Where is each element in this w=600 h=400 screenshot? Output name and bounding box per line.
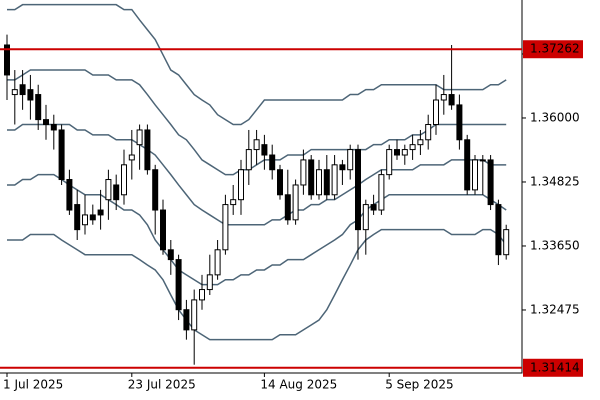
candle-body	[27, 89, 34, 101]
level-label: 1.31414	[530, 360, 580, 374]
candle-body	[238, 169, 244, 201]
candle-body	[230, 199, 237, 206]
y-tick-label: 1.32475	[530, 302, 580, 316]
band-line	[7, 123, 507, 226]
candle-body	[261, 144, 268, 156]
candle-body	[292, 184, 299, 221]
candle-body	[74, 204, 81, 231]
candle-body	[495, 204, 502, 256]
level-label-box	[523, 358, 583, 377]
candle-body	[43, 119, 49, 126]
candle-body	[487, 159, 494, 206]
candle-body	[284, 194, 291, 221]
candle-body	[472, 159, 478, 191]
x-tick-label: 1 Jul 2025	[3, 378, 63, 392]
candle-body	[136, 129, 143, 146]
level-label-box	[523, 40, 583, 59]
candle-body	[105, 179, 112, 201]
band-line	[7, 3, 507, 126]
candle-body	[35, 94, 42, 121]
y-tick-label: 1.36000	[530, 110, 580, 124]
candle-body	[245, 149, 252, 171]
candle-body	[503, 229, 510, 256]
candle-body	[4, 44, 10, 76]
candle-body	[199, 289, 205, 301]
candle-body	[425, 124, 432, 141]
candle-body	[355, 149, 361, 231]
band-line	[7, 228, 507, 341]
candle-body	[433, 99, 439, 126]
candle-body	[456, 104, 463, 141]
plot-frame	[0, 0, 523, 374]
candle-body	[253, 139, 260, 151]
candle-body	[409, 144, 416, 151]
band-line	[7, 69, 507, 176]
candle-body	[152, 169, 159, 211]
candle-body	[479, 159, 486, 162]
candle-body	[300, 159, 307, 186]
candle-body	[339, 164, 346, 171]
candle-body	[417, 139, 424, 146]
candle-body	[113, 184, 120, 201]
candle-body	[214, 249, 221, 276]
candle-body	[128, 154, 135, 161]
candle-body	[378, 174, 385, 211]
candle-body	[308, 159, 315, 196]
candle-body	[347, 149, 354, 171]
candle-body	[175, 259, 182, 311]
candle-body	[222, 204, 229, 251]
candle-body	[58, 129, 65, 181]
candle-body	[448, 94, 455, 106]
candle-body	[97, 209, 104, 216]
candle-body	[11, 89, 18, 96]
candle-body	[89, 214, 96, 221]
candle-body	[191, 299, 198, 331]
y-tick-label: 1.33650	[530, 238, 580, 252]
candle-body	[316, 169, 322, 196]
candle-body	[440, 94, 447, 101]
candle-body	[277, 169, 283, 196]
level-label: 1.37262	[530, 42, 580, 56]
x-tick-label: 5 Sep 2025	[385, 378, 453, 392]
y-tick-label: 1.34825	[530, 174, 580, 188]
candle-body	[144, 129, 151, 171]
candle-body	[370, 204, 377, 211]
candle-body	[401, 149, 408, 156]
candle-body	[19, 84, 26, 96]
candle-body	[50, 124, 57, 131]
x-tick-label: 14 Aug 2025	[260, 378, 337, 392]
candle-body	[464, 139, 471, 191]
candle-body	[167, 249, 174, 261]
candle-body	[386, 149, 393, 176]
candle-body	[206, 274, 213, 291]
band-line	[7, 173, 507, 286]
candle-body	[331, 164, 338, 196]
candle-body	[269, 154, 276, 171]
candle-body	[394, 149, 400, 156]
candle-body	[323, 169, 330, 196]
candle-body	[82, 214, 88, 226]
candle-body	[121, 164, 127, 196]
x-tick-label: 23 Jul 2025	[128, 378, 196, 392]
candle-body	[183, 309, 190, 331]
candle-body	[160, 209, 166, 251]
candle-body	[362, 204, 369, 231]
candle-body	[66, 179, 73, 211]
